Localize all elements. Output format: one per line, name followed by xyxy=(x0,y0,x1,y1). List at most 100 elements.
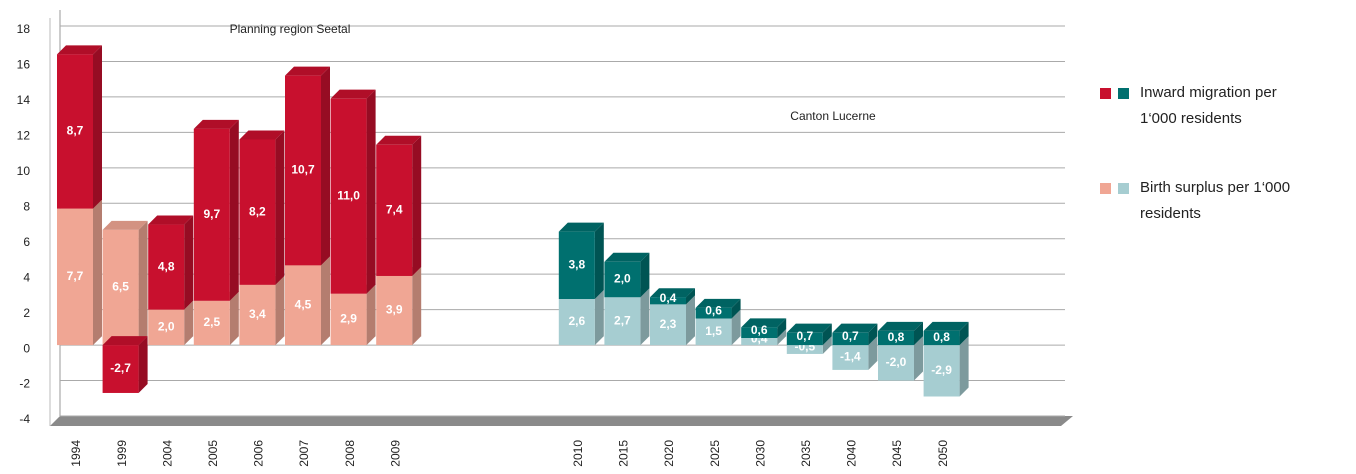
bar-side xyxy=(731,309,741,346)
bar-front xyxy=(285,265,321,346)
value-label: 2,5 xyxy=(203,315,220,329)
label-bg xyxy=(705,104,970,130)
bar-side xyxy=(777,318,787,338)
bar-side xyxy=(229,291,239,346)
bar-segment xyxy=(786,323,832,346)
value-label: -2,0 xyxy=(886,355,907,369)
bar-segment xyxy=(604,252,650,298)
bar-segment xyxy=(57,45,102,209)
bar-side xyxy=(138,336,148,393)
bar-segment xyxy=(695,298,741,319)
x-tick-label: 1999 xyxy=(115,440,129,467)
bar-top xyxy=(878,321,923,331)
y-tick-label: 12 xyxy=(17,129,31,143)
bar-front xyxy=(330,98,367,294)
bar-front xyxy=(695,307,732,319)
bar-front xyxy=(376,144,413,276)
bar-front xyxy=(57,208,93,346)
bar-segment xyxy=(148,215,194,310)
y-tick-label: -2 xyxy=(19,377,30,391)
bar-segment xyxy=(832,323,878,346)
bar-top xyxy=(604,252,650,262)
bar-front xyxy=(102,229,139,346)
bar-front xyxy=(102,345,139,393)
y-tick-label: 16 xyxy=(17,58,31,72)
bar-side xyxy=(138,220,148,346)
bar-side xyxy=(686,288,695,305)
y-tick-label: 14 xyxy=(17,93,31,107)
value-label: 4,8 xyxy=(158,259,175,273)
bar-side xyxy=(321,256,330,346)
x-tick-label: 2025 xyxy=(708,440,722,467)
value-label: 0,8 xyxy=(933,330,950,344)
bar-front xyxy=(832,345,869,370)
bar-top xyxy=(102,220,148,230)
value-label: 3,8 xyxy=(568,257,585,271)
bar-top xyxy=(148,215,194,225)
x-tick-label: 2007 xyxy=(297,440,311,467)
bar-side xyxy=(366,89,376,294)
x-tick-label: 2035 xyxy=(799,440,813,467)
legend-swatch xyxy=(1100,183,1111,194)
bar-front xyxy=(558,231,595,299)
bar-front xyxy=(57,54,93,209)
value-label: 0,6 xyxy=(705,303,722,317)
bar-side xyxy=(275,275,285,346)
bar-top xyxy=(193,119,239,129)
bar-side xyxy=(959,321,969,346)
bar-side xyxy=(412,266,422,346)
x-tick-label: 2020 xyxy=(662,440,676,467)
bar-segment xyxy=(193,119,239,301)
bar-top xyxy=(923,321,969,331)
x-tick-label: 2045 xyxy=(890,440,904,467)
bar-side xyxy=(868,323,878,346)
value-label: 2,0 xyxy=(614,272,631,286)
value-label: 4,5 xyxy=(295,297,312,311)
bar-front xyxy=(239,284,276,346)
bar-side xyxy=(184,215,194,310)
x-tick-label: 2050 xyxy=(936,440,950,467)
bar-side xyxy=(366,284,376,346)
bar-side xyxy=(229,119,239,301)
bar-side xyxy=(184,300,194,346)
bar-front xyxy=(376,275,413,346)
y-tick-label: 8 xyxy=(23,199,30,213)
value-label: 6,5 xyxy=(112,280,129,294)
value-label: -2,7 xyxy=(110,361,131,375)
y-tick-label: -4 xyxy=(19,412,30,426)
bar-front xyxy=(193,300,230,346)
bar-side xyxy=(686,295,695,346)
value-label: 0,7 xyxy=(796,329,813,343)
value-label: 7,7 xyxy=(67,269,84,283)
bar-front xyxy=(148,309,185,346)
bar-front xyxy=(239,139,276,285)
value-label: 0,6 xyxy=(751,323,768,337)
bar-side xyxy=(959,336,969,397)
y-tick-label: 18 xyxy=(17,22,31,36)
bar-front xyxy=(650,304,686,346)
y-tick-label: 4 xyxy=(23,270,30,284)
bar-side xyxy=(412,135,422,276)
x-tick-label: 2040 xyxy=(845,440,859,467)
bar-top xyxy=(832,323,878,333)
value-label: 2,0 xyxy=(158,320,175,334)
bar-side xyxy=(731,298,741,319)
value-label: 1,5 xyxy=(705,324,722,338)
value-label: 0,4 xyxy=(660,291,677,305)
bar-segment xyxy=(558,222,604,299)
bar-front xyxy=(832,332,869,346)
legend-swatch xyxy=(1118,88,1129,99)
bar-front xyxy=(650,297,686,305)
value-label: 7,4 xyxy=(386,203,403,217)
bar-segment xyxy=(239,130,285,285)
group-label: Canton Lucerne xyxy=(790,109,876,123)
value-label: 2,9 xyxy=(340,312,357,326)
bar-top xyxy=(330,89,376,99)
bar-side xyxy=(640,252,650,298)
bar-side xyxy=(93,199,102,346)
bar-segment xyxy=(102,220,148,346)
bar-segment xyxy=(650,288,695,305)
x-tick-label: 2004 xyxy=(160,440,174,467)
bar-front xyxy=(558,299,595,346)
bar-side xyxy=(594,290,604,346)
